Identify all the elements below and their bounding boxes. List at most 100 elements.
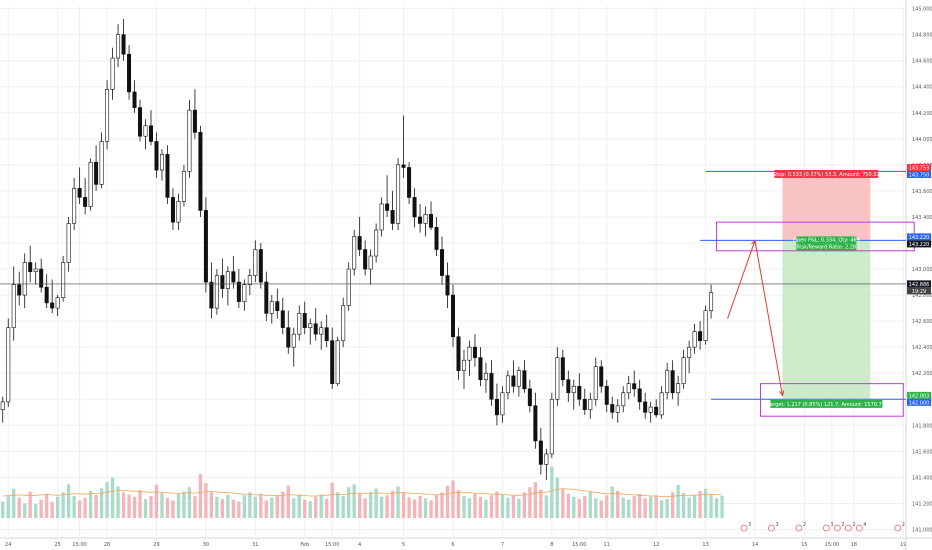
candle-body <box>549 398 554 455</box>
volume-bar <box>456 490 461 518</box>
target-label: Target: 1.217 (0.85%) 121.7, Amount: 157… <box>767 402 885 408</box>
y-tick-label: 141.800 <box>912 423 932 429</box>
x-tick-label: 31 <box>252 542 258 548</box>
volume-bar <box>138 490 142 518</box>
event-marker[interactable] <box>768 524 775 532</box>
volume-bar <box>495 491 499 518</box>
volume-bar <box>88 490 93 518</box>
volume-bar <box>182 491 186 518</box>
candle-body <box>626 383 631 394</box>
candle-body <box>456 336 461 371</box>
candle-body <box>500 392 505 416</box>
volume-bar <box>506 497 510 518</box>
volume-bar <box>528 487 532 518</box>
candle-body <box>324 327 329 341</box>
event-marker[interactable] <box>822 524 830 532</box>
volume-bar <box>368 491 373 518</box>
volume-bar <box>198 474 203 518</box>
x-tick-label: 18 <box>851 542 857 548</box>
stop-loss-zone[interactable] <box>782 170 871 241</box>
candle-body <box>346 268 351 306</box>
candle-body <box>17 284 22 296</box>
entry-price-tag-bg <box>907 233 931 241</box>
volume-bar <box>687 497 691 518</box>
candle-body <box>203 210 208 283</box>
volume-bar <box>621 497 625 518</box>
volume-bar <box>17 497 21 518</box>
event-marker[interactable] <box>833 524 841 532</box>
volume-bar <box>654 495 658 518</box>
event-marker[interactable] <box>855 524 863 532</box>
candle-body <box>472 346 477 358</box>
volume-bar <box>649 496 653 518</box>
candle-body <box>516 370 521 387</box>
candle-body <box>209 281 214 309</box>
volume-bar <box>583 496 587 518</box>
event-marker[interactable] <box>740 524 748 532</box>
volume-bar <box>412 499 417 518</box>
open-pnl-label-bg[interactable] <box>796 236 857 244</box>
stop-label-bg[interactable] <box>774 169 879 178</box>
volume-bar <box>77 500 82 518</box>
volume-bar <box>99 488 104 518</box>
candle-body <box>55 297 60 309</box>
volume-bar <box>703 488 708 518</box>
candle-body <box>138 107 143 137</box>
candle-body <box>637 388 642 403</box>
x-tick-label: 11 <box>604 542 610 548</box>
event-count: 2 <box>803 522 806 528</box>
volume-bar <box>429 500 433 518</box>
candle-body <box>599 366 604 387</box>
stop-label: Stop: 0.533 (0.37%) 53.3, Amount: 750.02 <box>773 172 880 178</box>
volume-bar <box>1 501 5 518</box>
volume-bar <box>303 499 307 518</box>
risk-reward-label-bg[interactable] <box>796 243 857 251</box>
volume-bar <box>347 487 351 518</box>
candle-body <box>11 284 16 328</box>
volume-bar <box>692 495 697 518</box>
event-marker[interactable] <box>844 524 852 532</box>
y-tick-label: 144.800 <box>912 33 932 39</box>
candle-body <box>330 340 335 384</box>
candle-body <box>297 313 302 335</box>
candle-body <box>352 236 357 270</box>
candle-body <box>110 57 115 90</box>
event-marker[interactable] <box>894 524 902 532</box>
candle-body <box>269 301 274 314</box>
candle-body <box>423 214 428 224</box>
volume-bar <box>632 496 636 518</box>
volume-bar <box>237 501 241 518</box>
x-tick-label: 4 <box>358 542 361 548</box>
volume-bar <box>709 493 713 518</box>
candle-body <box>165 154 170 198</box>
volume-bar <box>423 498 428 518</box>
volume-bar <box>204 483 208 518</box>
candle-body <box>335 340 340 384</box>
x-tick-label: 6 <box>451 542 454 548</box>
volume-bar <box>374 488 378 518</box>
volume-bar <box>588 491 592 518</box>
candle-body <box>412 197 417 218</box>
event-marker[interactable] <box>795 524 803 532</box>
x-tick-label: 25 <box>54 542 60 548</box>
volume-bar <box>50 501 54 518</box>
take-profit-zone[interactable] <box>782 240 871 399</box>
candle-body <box>698 331 703 341</box>
candle-body <box>253 249 258 276</box>
arrow-line[interactable] <box>727 240 756 319</box>
y-tick-label: 144.200 <box>912 111 932 117</box>
candle-body <box>709 292 714 312</box>
volume-bar <box>643 498 647 518</box>
target-label-bg[interactable] <box>770 399 883 408</box>
candle-body <box>28 262 33 272</box>
arrow-line[interactable] <box>754 240 783 396</box>
y-tick-label: 144.400 <box>912 85 932 91</box>
candle-body <box>258 249 263 283</box>
volume-bar <box>6 495 10 518</box>
rectangle-drawing[interactable] <box>759 383 904 417</box>
candle-body <box>280 310 285 328</box>
candle-body <box>654 406 659 416</box>
volume-bar <box>143 498 148 518</box>
